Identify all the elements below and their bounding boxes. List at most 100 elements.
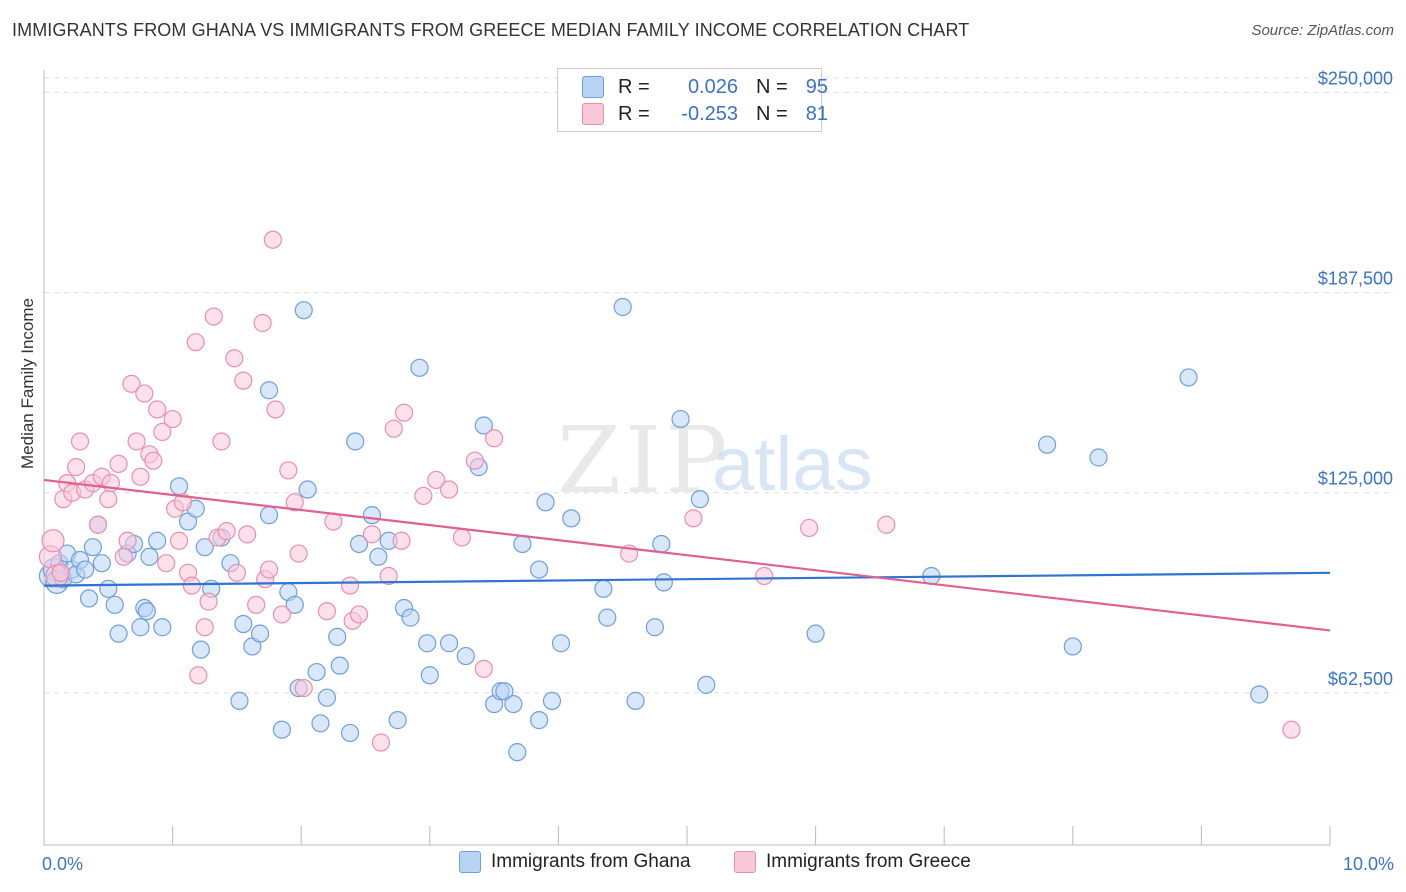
data-point	[266, 400, 285, 419]
data-point	[199, 592, 218, 611]
trend-line	[43, 571, 1331, 587]
data-point	[349, 605, 369, 624]
data-point	[1179, 368, 1198, 387]
data-point	[530, 560, 549, 579]
data-point	[41, 529, 65, 553]
data-point	[362, 525, 382, 544]
data-point	[452, 528, 472, 547]
data-point	[294, 678, 313, 698]
data-point	[652, 534, 671, 554]
data-point	[109, 624, 128, 643]
data-point	[67, 458, 86, 477]
data-point	[163, 409, 182, 429]
data-point	[384, 419, 403, 438]
data-point	[148, 531, 167, 550]
data-point	[1250, 685, 1269, 704]
data-point	[230, 691, 249, 710]
legend-r-label: R =	[618, 102, 650, 125]
data-point	[307, 662, 326, 682]
legend-item-greece[interactable]: Immigrants from Greece	[734, 851, 971, 873]
legend-label-greece: Immigrants from Greece	[766, 851, 971, 872]
data-point	[259, 506, 279, 525]
data-point	[137, 602, 156, 621]
legend-r-label: R =	[618, 75, 650, 98]
data-point	[285, 595, 304, 614]
data-point	[1089, 448, 1108, 467]
y-axis-label: Median Family Income	[18, 297, 37, 469]
data-point	[456, 646, 475, 666]
watermark: ZIP atlas	[557, 407, 873, 514]
data-point	[131, 618, 150, 637]
data-point	[140, 547, 159, 566]
data-point	[217, 522, 236, 541]
data-point	[83, 538, 102, 557]
data-point	[410, 358, 429, 377]
data-point	[536, 493, 555, 512]
data-point	[259, 381, 279, 400]
data-point	[135, 384, 154, 403]
data-point	[148, 400, 167, 419]
data-point	[420, 666, 439, 685]
data-point	[508, 743, 527, 762]
data-point	[76, 560, 95, 579]
data-point	[70, 432, 90, 451]
y-tick-label: $187,500	[1318, 269, 1393, 289]
data-point	[127, 432, 146, 451]
chart-title: IMMIGRANTS FROM GHANA VS IMMIGRANTS FROM…	[12, 20, 970, 40]
legend-swatch-greece	[582, 103, 604, 125]
data-point	[877, 515, 896, 534]
data-point	[225, 349, 244, 368]
data-point	[272, 720, 292, 739]
data-point	[439, 634, 459, 653]
data-point	[418, 634, 437, 653]
legend-n-value-greece: 81	[805, 102, 828, 125]
data-point	[317, 602, 337, 621]
axes	[43, 70, 1331, 846]
data-point	[349, 534, 369, 554]
data-point	[253, 313, 272, 333]
data-point	[485, 429, 504, 448]
data-point	[626, 691, 645, 710]
data-point	[414, 486, 433, 506]
legend-item-ghana[interactable]: Immigrants from Ghana	[459, 851, 691, 873]
data-point	[427, 470, 446, 490]
data-point	[362, 506, 382, 525]
data-point	[238, 525, 257, 544]
data-point	[394, 403, 414, 422]
data-point	[1282, 720, 1301, 739]
data-point	[263, 230, 283, 249]
x-tick-label: 10.0%	[1343, 854, 1394, 874]
data-point	[613, 297, 632, 317]
data-point	[131, 467, 150, 486]
data-point	[542, 691, 562, 710]
data-point	[324, 512, 343, 531]
data-point	[645, 618, 664, 637]
data-point	[311, 714, 330, 733]
tick-labels: $62,500 $125,000 $187,500 $250,000 0.0% 10.0%	[42, 68, 1394, 874]
data-point	[654, 573, 673, 592]
data-point	[99, 490, 118, 509]
data-point	[227, 563, 246, 582]
data-point	[51, 563, 70, 582]
legend-row-greece: R = -0.253 N = 81	[582, 101, 828, 127]
legend-swatch-ghana	[582, 76, 604, 98]
data-point	[169, 477, 189, 496]
data-point	[690, 490, 709, 509]
data-point	[250, 624, 270, 643]
legend-n-value-ghana: 95	[805, 75, 828, 98]
data-point	[122, 374, 141, 393]
data-point	[173, 493, 192, 512]
data-point	[272, 605, 292, 624]
data-point	[212, 432, 231, 451]
series-legend: Immigrants from Ghana Immigrants from Gr…	[0, 851, 1406, 877]
data-point	[144, 451, 163, 470]
data-point	[195, 618, 214, 637]
data-point	[671, 409, 690, 429]
legend-n-label: N =	[756, 75, 788, 98]
chart-source: Source: ZipAtlas.com	[1251, 22, 1394, 39]
stats-legend: R = 0.026 N = 95 R = -0.253 N = 81	[557, 68, 828, 132]
data-point	[388, 711, 407, 730]
data-point	[379, 566, 398, 586]
data-point	[79, 589, 99, 608]
